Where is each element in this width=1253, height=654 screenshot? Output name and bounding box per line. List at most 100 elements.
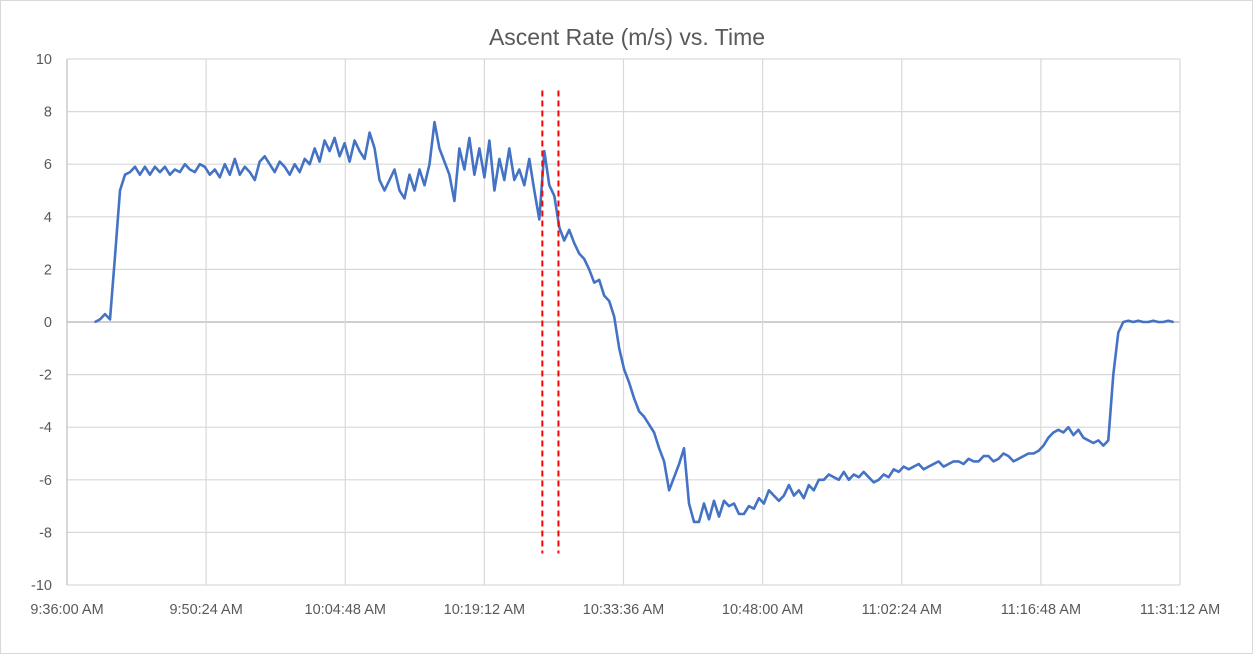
y-tick-label: -4 <box>39 420 52 436</box>
data-point <box>348 160 351 163</box>
x-tick-label: 10:48:00 AM <box>722 602 803 618</box>
data-point <box>368 131 371 134</box>
data-point <box>203 165 206 168</box>
data-point <box>413 189 416 192</box>
y-tick-label: 0 <box>44 315 52 331</box>
data-point <box>173 168 176 171</box>
data-point <box>578 252 581 255</box>
y-tick-label: 4 <box>44 210 52 226</box>
data-point <box>498 158 501 160</box>
data-point <box>543 150 546 152</box>
data-point <box>383 189 386 192</box>
data-point <box>1062 431 1065 434</box>
data-point <box>144 165 146 168</box>
data-point <box>253 179 256 181</box>
data-point <box>1027 452 1030 455</box>
data-point <box>154 165 156 168</box>
data-point <box>159 171 161 173</box>
data-point <box>188 168 191 171</box>
data-point <box>423 184 426 187</box>
data-point <box>862 471 865 473</box>
data-point <box>213 168 216 171</box>
x-tick-label: 11:31:12 AM <box>1140 602 1220 618</box>
data-point <box>104 313 106 316</box>
data-point <box>623 368 626 371</box>
data-point <box>1077 428 1080 431</box>
data-point <box>198 163 201 166</box>
data-point <box>708 518 710 521</box>
data-point <box>1067 426 1070 429</box>
data-point <box>418 168 421 171</box>
data-point <box>1017 457 1020 460</box>
data-point <box>538 218 541 221</box>
data-point <box>99 318 101 321</box>
data-point <box>308 163 311 166</box>
data-point <box>358 150 361 152</box>
data-point <box>797 489 800 492</box>
data-point <box>478 147 481 150</box>
data-point <box>1142 321 1145 323</box>
data-point <box>453 200 456 202</box>
data-point <box>872 481 875 484</box>
data-point <box>149 173 151 176</box>
y-tick-label: -2 <box>39 368 52 384</box>
data-point <box>1037 449 1040 452</box>
data-point <box>807 484 810 486</box>
data-point <box>318 160 321 163</box>
data-point <box>1072 434 1075 436</box>
data-point <box>812 489 815 492</box>
data-point <box>912 465 915 468</box>
data-point <box>753 507 755 510</box>
data-point <box>134 165 136 168</box>
data-point <box>748 505 750 507</box>
data-point <box>1127 319 1130 322</box>
data-point <box>1132 321 1135 323</box>
data-point <box>952 460 955 463</box>
data-point <box>792 494 795 497</box>
data-point <box>1162 321 1165 323</box>
data-point <box>468 137 471 139</box>
data-point <box>273 171 276 173</box>
data-point <box>738 513 740 515</box>
data-point <box>977 460 980 463</box>
data-point <box>648 423 651 426</box>
data-point <box>288 173 291 176</box>
data-point <box>847 478 850 481</box>
data-point <box>688 502 690 505</box>
data-point <box>248 171 251 173</box>
data-point <box>94 321 96 323</box>
data-point <box>473 173 476 176</box>
data-point <box>1102 444 1105 447</box>
data-point <box>388 179 391 181</box>
data-point <box>463 168 466 171</box>
data-point <box>208 173 211 176</box>
data-point <box>283 165 286 168</box>
y-tick-label: -10 <box>31 578 52 594</box>
data-point <box>902 465 905 468</box>
data-point <box>802 497 805 500</box>
data-point <box>443 160 446 163</box>
data-point <box>857 476 860 479</box>
data-point <box>168 173 171 176</box>
data-point <box>608 300 611 302</box>
data-point <box>428 163 431 166</box>
data-point <box>942 465 945 468</box>
data-point <box>553 194 556 197</box>
data-point <box>323 139 326 142</box>
data-point <box>633 397 636 400</box>
x-tick-label: 9:36:00 AM <box>30 602 103 618</box>
data-point <box>458 147 461 150</box>
data-point <box>643 415 646 418</box>
data-point <box>972 460 975 463</box>
data-point <box>573 242 576 245</box>
data-point <box>1157 321 1160 323</box>
data-point <box>523 184 526 187</box>
data-point <box>568 229 571 231</box>
data-point <box>1087 439 1090 442</box>
data-point <box>533 189 536 192</box>
data-point <box>373 147 376 150</box>
data-point <box>817 478 820 481</box>
data-point <box>962 463 965 465</box>
